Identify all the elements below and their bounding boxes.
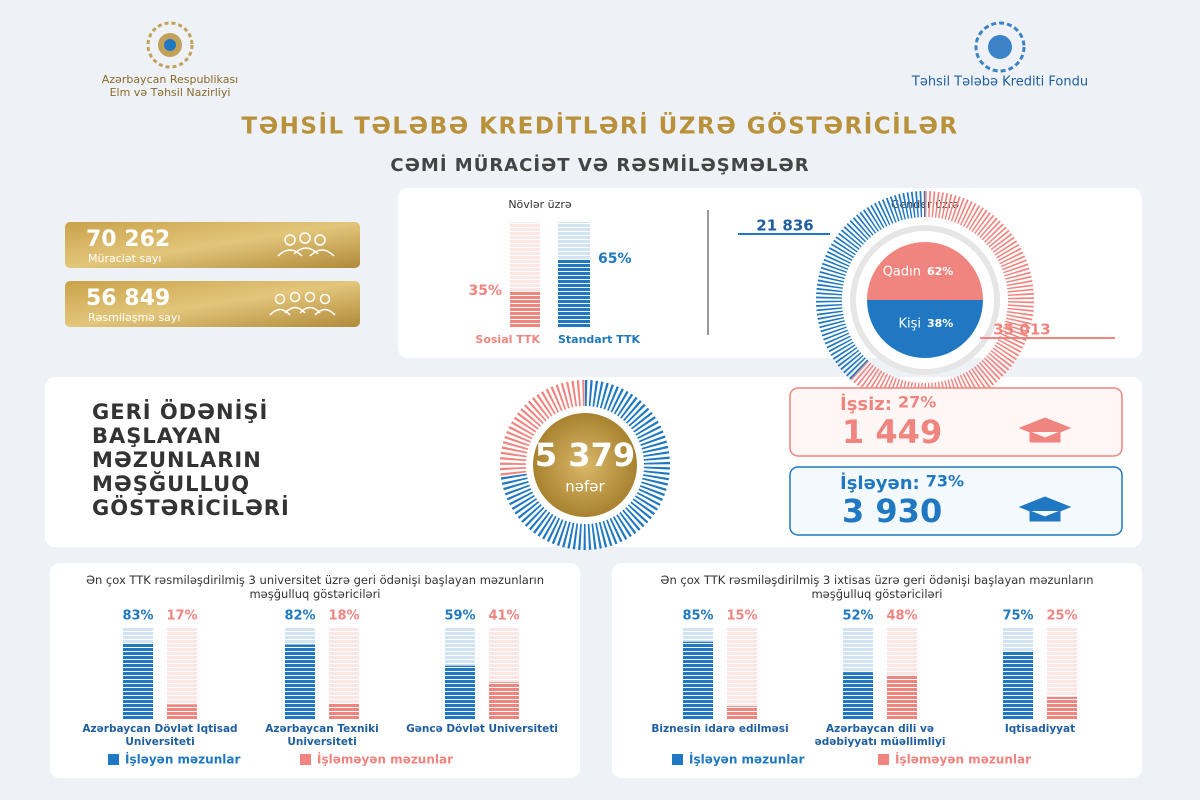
- bar: [1003, 651, 1033, 720]
- value-label: 82%: [284, 609, 315, 624]
- legend-label: İşləyən məzunlar: [125, 752, 240, 767]
- category-label-box: Azərbaycan Texniki Universiteti: [265, 723, 379, 749]
- category-label: Kişi: [898, 317, 921, 332]
- value-label: 18%: [328, 609, 359, 624]
- bar: [558, 259, 590, 328]
- fund-name: Təhsil Tələbə Krediti Fondu: [911, 75, 1088, 90]
- value-label: 38%: [927, 317, 953, 330]
- subtitle: CƏMİ MÜRACİƏT VƏ RƏSMİLƏŞMƏLƏR: [390, 154, 809, 176]
- cap-icon: [1018, 496, 1072, 522]
- category-label: Sosial TTK: [475, 333, 540, 346]
- chart-title: Növlər üzrə: [508, 198, 572, 211]
- bar-track: [727, 628, 757, 720]
- category-label: İqtisadiyyat: [1004, 723, 1076, 735]
- org-name: Azərbaycan Respublikası: [102, 73, 238, 86]
- value-label: 15%: [726, 609, 757, 624]
- bar: [285, 644, 315, 720]
- cap-icon: [1018, 417, 1072, 443]
- category-label: Azərbaycan Texniki Universiteti: [265, 723, 379, 749]
- people-icon: [269, 232, 336, 316]
- gauge-segment: [500, 380, 586, 476]
- chart-title: Ən çox TTK rəsmiləşdirilmiş 3 ixtisas üz…: [660, 573, 1094, 602]
- bar: [887, 675, 917, 720]
- stat-box: [65, 222, 360, 268]
- unit-label: nəfər: [565, 478, 605, 496]
- value-label: 25%: [1046, 609, 1077, 624]
- category-label: Qadın: [883, 265, 921, 280]
- bar: [445, 665, 475, 720]
- value-label: 83%: [122, 609, 153, 624]
- stat-value: 70 262: [86, 227, 170, 252]
- value-label: 75%: [1002, 609, 1033, 624]
- chart-title-box: Ən çox TTK rəsmiləşdirilmiş 3 universite…: [85, 573, 545, 602]
- chart-title-box: Ən çox TTK rəsmiləşdirilmiş 3 ixtisas üz…: [660, 573, 1094, 602]
- category-label-box: Azərbaycan dili və ədəbiyyatı müəllimliy…: [814, 723, 946, 749]
- org-name: Elm və Təhsil Nazirliyi: [110, 86, 231, 99]
- ministry-logo: [146, 21, 194, 69]
- chart-title: Ən çox TTK rəsmiləşdirilmiş 3 universite…: [85, 573, 545, 602]
- section-title: MƏZUNLARIN: [92, 448, 262, 472]
- category-label: Azərbaycan Dövlət İqtisad Universiteti: [82, 723, 238, 749]
- bar: [1047, 697, 1077, 720]
- title: TƏHSİL TƏLƏBƏ KREDİTLƏRİ ÜZRƏ GÖSTƏRİCİL…: [241, 112, 958, 140]
- stat-value: 56 849: [86, 286, 170, 311]
- category-label: Biznesin idarə edilməsi: [651, 723, 789, 735]
- section-title: GERİ ÖDƏNİŞİ: [92, 399, 268, 424]
- total-label: 5 379: [535, 436, 635, 474]
- value-label: 73%: [926, 472, 964, 491]
- count-label: 21 836: [756, 217, 813, 235]
- bar: [843, 672, 873, 720]
- category-label-box: İqtisadiyyat: [1004, 723, 1076, 735]
- bar: [489, 682, 519, 720]
- value-label: 59%: [444, 609, 475, 624]
- legend-label: İşləyən məzunlar: [689, 752, 804, 767]
- bar: [510, 290, 540, 328]
- legend-swatch: [108, 754, 119, 765]
- fund-logo: [974, 21, 1026, 73]
- bar: [683, 641, 713, 720]
- value-label: 35%: [468, 283, 502, 299]
- value-label: 48%: [886, 609, 917, 624]
- category-label: İşləyən:: [840, 472, 920, 494]
- bar: [329, 703, 359, 720]
- category-label-box: Gəncə Dövlət Universiteti: [406, 723, 558, 735]
- count-label: 3 930: [842, 492, 942, 530]
- category-label: Azərbaycan dili və ədəbiyyatı müəllimliy…: [814, 723, 946, 749]
- value-label: 65%: [598, 251, 632, 267]
- value-label: 17%: [166, 609, 197, 624]
- category-label: İşsiz:: [840, 393, 892, 415]
- legend-swatch: [300, 754, 311, 765]
- legend-swatch: [878, 754, 889, 765]
- category-label-box: Biznesin idarə edilməsi: [651, 723, 789, 735]
- stat-label: Rəsmiləşmə sayı: [88, 311, 181, 324]
- section-title: GÖSTƏRİCİLƏRİ: [92, 495, 290, 520]
- category-label-box: Azərbaycan Dövlət İqtisad Universiteti: [82, 723, 238, 749]
- panel: [612, 563, 1142, 778]
- category-label: Standart TTK: [558, 333, 641, 346]
- center-circle: [533, 413, 637, 517]
- inner-half: [867, 242, 983, 300]
- donut-segment: [816, 191, 926, 380]
- value-label: 27%: [898, 393, 936, 412]
- bar: [167, 704, 197, 720]
- legend-swatch: [672, 754, 683, 765]
- section-title: BAŞLAYAN: [92, 424, 222, 448]
- legend-label: İşləməyən məzunlar: [317, 752, 453, 767]
- stat-box: [65, 281, 360, 327]
- legend-label: İşləməyən məzunlar: [895, 752, 1031, 767]
- inner-half: [867, 300, 983, 358]
- value-label: 85%: [682, 609, 713, 624]
- value-label: 62%: [927, 265, 953, 278]
- value-label: 41%: [488, 609, 519, 624]
- category-label: Gəncə Dövlət Universiteti: [406, 723, 558, 735]
- bar: [123, 643, 153, 720]
- section-title: MƏŞĞULLUQ: [92, 471, 250, 496]
- value-label: 52%: [842, 609, 873, 624]
- count-label: 1 449: [842, 413, 942, 451]
- stat-label: Müraciət sayı: [88, 252, 161, 265]
- count-label: 35 013: [993, 321, 1050, 339]
- bar: [727, 706, 757, 720]
